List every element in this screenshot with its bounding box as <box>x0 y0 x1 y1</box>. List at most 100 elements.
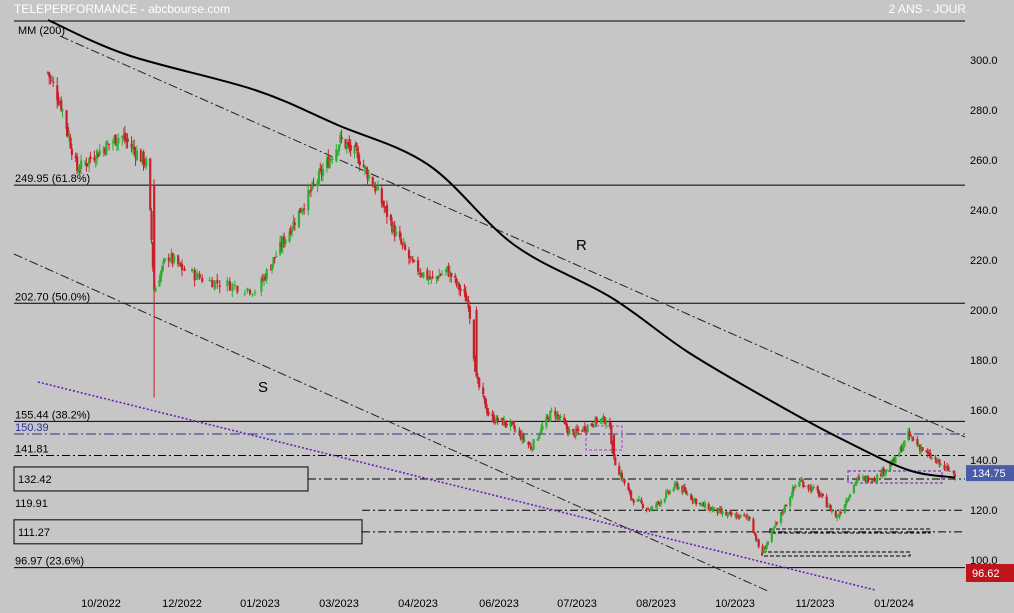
level-label: 132.42 <box>18 474 52 486</box>
candle-body <box>446 266 449 269</box>
candle-body <box>863 477 866 479</box>
candle-body <box>354 143 358 147</box>
candle <box>134 146 137 166</box>
candle <box>413 259 416 263</box>
candle-body <box>811 486 814 491</box>
candle-body <box>843 504 846 514</box>
candle <box>640 497 643 505</box>
candle <box>952 470 955 476</box>
candle <box>61 108 64 118</box>
candle <box>514 426 517 433</box>
candle <box>867 475 870 484</box>
candle <box>422 271 425 279</box>
candle <box>837 513 840 518</box>
candle <box>476 373 479 384</box>
candle <box>46 71 50 75</box>
y-tick-label: 160.0 <box>970 405 998 417</box>
candle-body <box>791 487 794 496</box>
candle <box>372 182 376 188</box>
candle-body <box>478 378 481 388</box>
candle-body <box>69 137 72 149</box>
candle-body <box>78 170 81 172</box>
candle <box>320 164 323 181</box>
candle-body <box>712 507 715 510</box>
candle-body <box>280 242 283 248</box>
candle <box>726 511 729 519</box>
candle-body <box>586 425 589 432</box>
candle-body <box>117 137 120 144</box>
candle-body <box>934 457 937 460</box>
candle-body <box>902 445 905 451</box>
candle <box>540 423 543 435</box>
candle <box>773 525 776 530</box>
candle-body <box>612 435 616 457</box>
candle-body <box>826 507 830 509</box>
candle-body <box>908 431 911 437</box>
candle <box>513 421 516 433</box>
candle-body <box>828 505 831 507</box>
candle <box>472 318 475 362</box>
candle <box>114 134 117 146</box>
candle-body <box>545 417 548 427</box>
candle-body <box>316 181 319 186</box>
candle <box>810 483 813 494</box>
candle <box>538 431 542 440</box>
candle-body <box>348 142 351 147</box>
candle <box>693 497 697 503</box>
candle-body <box>448 271 452 277</box>
candle-body <box>46 72 50 74</box>
y-tick-label: 240.0 <box>970 205 998 217</box>
candle <box>690 493 693 501</box>
candle-body <box>201 277 204 282</box>
candle-body <box>675 483 678 485</box>
candle-body <box>389 214 393 221</box>
candle <box>181 259 184 277</box>
candle-body <box>427 278 430 280</box>
candle <box>927 449 931 456</box>
candle-body <box>682 487 685 493</box>
level-label: 96.97 (23.6%) <box>15 556 84 568</box>
candle <box>721 508 724 518</box>
candle-body <box>947 466 950 471</box>
candle <box>611 440 614 454</box>
candle-body <box>510 421 513 423</box>
candle <box>856 475 859 484</box>
candle-body <box>393 225 396 237</box>
candle-body <box>629 491 633 499</box>
level-label: 202.70 (50.0%) <box>15 291 90 303</box>
last-price-badge: 134.75 <box>966 465 1014 482</box>
candle <box>656 501 659 510</box>
candle <box>340 129 343 144</box>
candle-body <box>756 540 759 542</box>
candle <box>608 417 612 430</box>
candle-body <box>876 474 879 482</box>
candle-body <box>745 515 749 517</box>
candle-body <box>121 136 124 139</box>
candle <box>855 479 858 487</box>
candle-body <box>291 228 294 232</box>
candle-body <box>284 239 287 244</box>
candle-body <box>889 463 892 471</box>
candle-body <box>455 278 458 285</box>
candle <box>937 457 940 463</box>
candle-body <box>583 426 587 432</box>
candle-body <box>325 158 329 169</box>
candle-body <box>454 275 457 278</box>
candle <box>218 280 221 294</box>
candle-body <box>362 164 365 168</box>
level-label: 111.27 <box>18 527 50 539</box>
candle <box>512 420 515 426</box>
candle <box>953 470 957 481</box>
candle <box>590 423 593 427</box>
candle <box>576 424 579 434</box>
candle <box>201 274 204 284</box>
candle-body <box>509 421 512 427</box>
candle <box>263 273 266 287</box>
candle <box>558 415 561 423</box>
candle <box>948 470 951 472</box>
candle-body <box>676 483 679 489</box>
candle-body <box>134 150 137 158</box>
candle-body <box>169 260 172 262</box>
candle-body <box>921 447 924 451</box>
